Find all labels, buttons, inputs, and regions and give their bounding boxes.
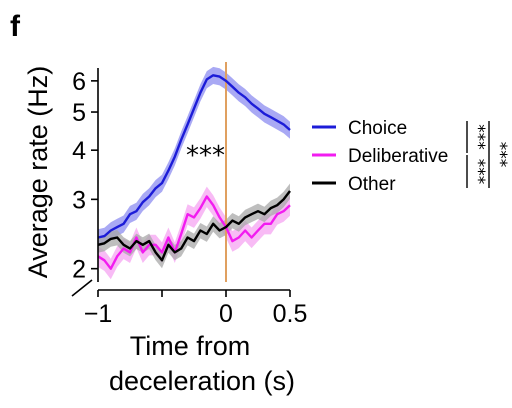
line-choice [97, 74, 291, 239]
x-tick-label: 0 [219, 300, 233, 328]
legend: Choice Deliberative Other [312, 118, 448, 195]
y-tick-label: 4 [72, 137, 86, 165]
band-deliberative [98, 186, 290, 280]
y-axis-title: Average rate (Hz) [23, 66, 53, 279]
significance-stars: *** [468, 124, 488, 150]
x-axis-title-line-1: Time from [130, 331, 251, 361]
x-tick-label: −1 [84, 300, 113, 328]
legend-label-deliberative: Deliberative [348, 146, 448, 167]
peak-significance-annotation: *** [186, 141, 225, 171]
significance-stars: *** [490, 142, 510, 168]
y-tick-label: 2 [72, 256, 86, 284]
series-lines [97, 74, 291, 270]
legend-label-other: Other [348, 174, 396, 195]
significance-stars: *** [468, 159, 488, 185]
line-deliberative [97, 195, 291, 270]
x-axis: −1 0 0.5 [71, 279, 308, 328]
y-axis: 2 3 4 5 6 [72, 68, 99, 284]
line-other [97, 190, 291, 262]
x-tick-label: 0.5 [273, 300, 308, 328]
band-choice [98, 66, 290, 247]
axis-break-mark [71, 279, 93, 297]
panel-letter: f [10, 10, 21, 43]
legend-label-choice: Choice [348, 118, 407, 139]
y-tick-label: 3 [72, 186, 86, 214]
y-tick-label: 5 [72, 99, 86, 127]
x-axis-title-line-2: deceleration (s) [109, 366, 295, 396]
y-tick-label: 6 [72, 68, 86, 96]
legend-significance-brackets: ********* [466, 121, 510, 188]
